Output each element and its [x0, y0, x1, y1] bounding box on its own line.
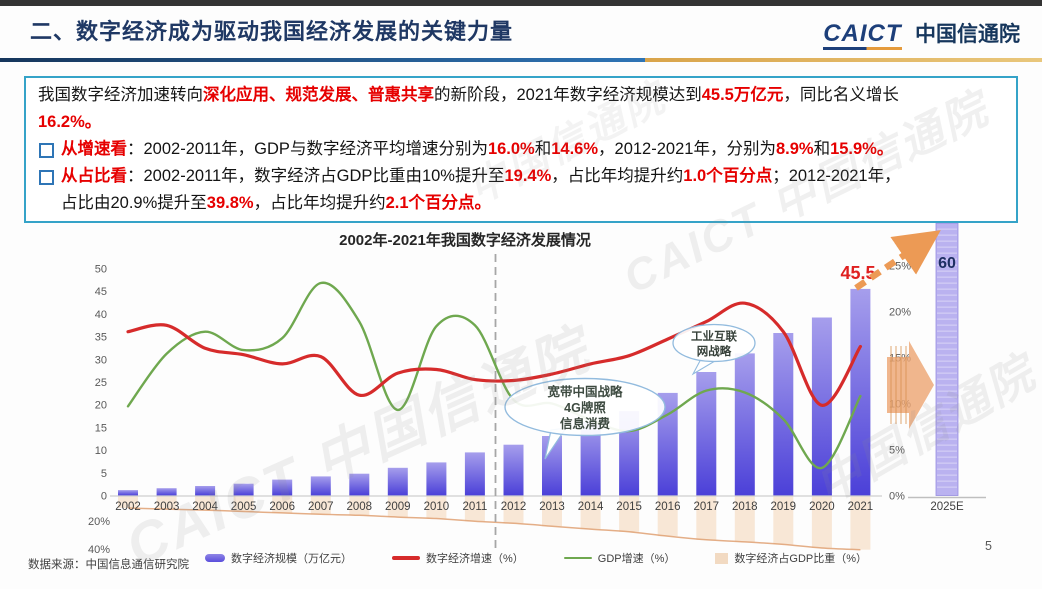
svg-text:2004: 2004: [192, 501, 218, 513]
svg-text:2019: 2019: [771, 501, 797, 513]
svg-text:60: 60: [938, 255, 956, 272]
svg-text:2018: 2018: [732, 501, 758, 513]
svg-text:50: 50: [95, 264, 107, 276]
svg-text:2014: 2014: [578, 501, 604, 513]
share-of-gdp-series: [118, 496, 871, 551]
page-number: 5: [985, 539, 992, 553]
legend-item-1: 数字经济增速（%）: [392, 550, 524, 566]
svg-text:网战略: 网战略: [697, 344, 732, 358]
svg-text:2002: 2002: [115, 501, 141, 513]
legend-swatch-icon: [563, 556, 592, 560]
svg-text:2009: 2009: [385, 501, 411, 513]
infobox-bullet-growth: 从增速看：2002-2011年，GDP与数字经济平均增速分别为16.0%和14.…: [38, 136, 1004, 163]
data-source-note: 数据来源：中国信息通信研究院: [28, 559, 189, 571]
legend-swatch-icon: [392, 556, 420, 560]
svg-text:2007: 2007: [308, 501, 334, 513]
svg-text:20%: 20%: [88, 516, 110, 528]
summary-text-box: 我国数字经济加速转向深化应用、规范发展、普惠共享的新阶段，2021年数字经济规模…: [24, 76, 1018, 223]
svg-text:2008: 2008: [347, 501, 373, 513]
svg-text:25: 25: [95, 377, 107, 389]
top-strip: [0, 0, 1042, 6]
infobox-line-1: 我国数字经济加速转向深化应用、规范发展、普惠共享的新阶段，2021年数字经济规模…: [38, 86, 899, 104]
infobox-line-2: 16.2%。: [38, 113, 102, 131]
svg-text:2003: 2003: [154, 501, 180, 513]
gdp-growth-line: [126, 281, 862, 470]
svg-text:工业互联: 工业互联: [691, 329, 737, 343]
svg-text:2010: 2010: [424, 501, 450, 513]
svg-text:45: 45: [95, 286, 107, 298]
header: 二、数字经济成为驱动我国经济发展的关键力量 CAICT 中国信通院: [0, 6, 1042, 62]
svg-text:4G牌照: 4G牌照: [564, 400, 606, 415]
svg-text:2006: 2006: [269, 501, 295, 513]
svg-text:40: 40: [95, 309, 107, 321]
svg-text:2005: 2005: [231, 501, 257, 513]
svg-text:2020: 2020: [809, 501, 835, 513]
chart-legend: 数字经济规模（万亿元） 数字经济增速（%） GDP增速（%） 数字经济占GDP比重（%…: [205, 550, 867, 566]
header-divider-blue: [0, 58, 645, 62]
legend-label: 数字经济增速（%）: [426, 553, 524, 565]
caict-logo: CAICT 中国信通院: [823, 18, 1020, 50]
svg-text:2025E: 2025E: [930, 501, 964, 513]
infobox-bullet-share: 从占比看：2002-2011年，数字经济占GDP比重由10%提升至19.4%，占…: [38, 163, 1004, 190]
trend-arrow-icon: [887, 341, 934, 429]
svg-text:0%: 0%: [889, 491, 905, 503]
legend-item-3: 数字经济占GDP比重（%）: [715, 550, 867, 566]
svg-text:2015: 2015: [616, 501, 642, 513]
infobox-bullet-share-cont: 占比由20.9%提升至39.8%，占比年均提升约2.1个百分点。: [61, 194, 492, 212]
svg-text:20%: 20%: [889, 307, 911, 319]
chart-title: 2002年-2021年我国数字经济发展情况: [339, 232, 591, 249]
legend-label: 数字经济规模（万亿元）: [231, 553, 352, 565]
peak-value-label: 45.5: [840, 263, 875, 283]
svg-text:0: 0: [101, 491, 107, 503]
bullet-square-icon: [39, 143, 54, 158]
left-axis: 0 5 10 15 20 25 30 35 40 45 50 20% 40%: [88, 264, 110, 557]
svg-text:2012: 2012: [501, 501, 527, 513]
svg-text:2016: 2016: [655, 501, 681, 513]
caict-logo-chinese: 中国信通院: [915, 23, 1020, 46]
digital-growth-line: [126, 301, 862, 407]
svg-text:2013: 2013: [539, 501, 565, 513]
growth-arrow-icon: [854, 230, 941, 291]
svg-text:30: 30: [95, 354, 107, 366]
svg-text:5%: 5%: [889, 445, 905, 457]
svg-text:信息消费: 信息消费: [560, 416, 611, 431]
svg-text:15: 15: [95, 422, 107, 434]
svg-text:10: 10: [95, 445, 107, 457]
digital-economy-scale-bars: [118, 288, 871, 496]
svg-text:35: 35: [95, 332, 107, 344]
caict-logo-text: CAICT: [823, 20, 902, 50]
svg-text:40%: 40%: [88, 544, 110, 556]
bullet-square-icon: [39, 170, 54, 185]
legend-label: 数字经济占GDP比重（%）: [734, 553, 868, 565]
legend-label: GDP增速（%）: [597, 553, 676, 565]
page-title: 二、数字经济成为驱动我国经济发展的关键力量: [30, 19, 514, 44]
header-divider-gold: [645, 58, 1042, 62]
svg-text:宽带中国战略: 宽带中国战略: [546, 384, 623, 399]
x-axis-labels: 2002 2003 2004 2005 2006 2007 2008 2009 2010 2011…: [115, 501, 964, 513]
svg-text:5: 5: [101, 468, 107, 480]
legend-swatch-icon: [715, 552, 729, 564]
svg-text:20: 20: [95, 400, 107, 412]
svg-text:2021: 2021: [848, 501, 874, 513]
svg-text:2017: 2017: [694, 501, 720, 513]
legend-item-0: 数字经济规模（万亿元）: [205, 550, 352, 566]
legend-swatch-icon: [205, 554, 225, 562]
svg-text:2011: 2011: [463, 501, 488, 513]
legend-item-2: GDP增速（%）: [563, 550, 676, 566]
